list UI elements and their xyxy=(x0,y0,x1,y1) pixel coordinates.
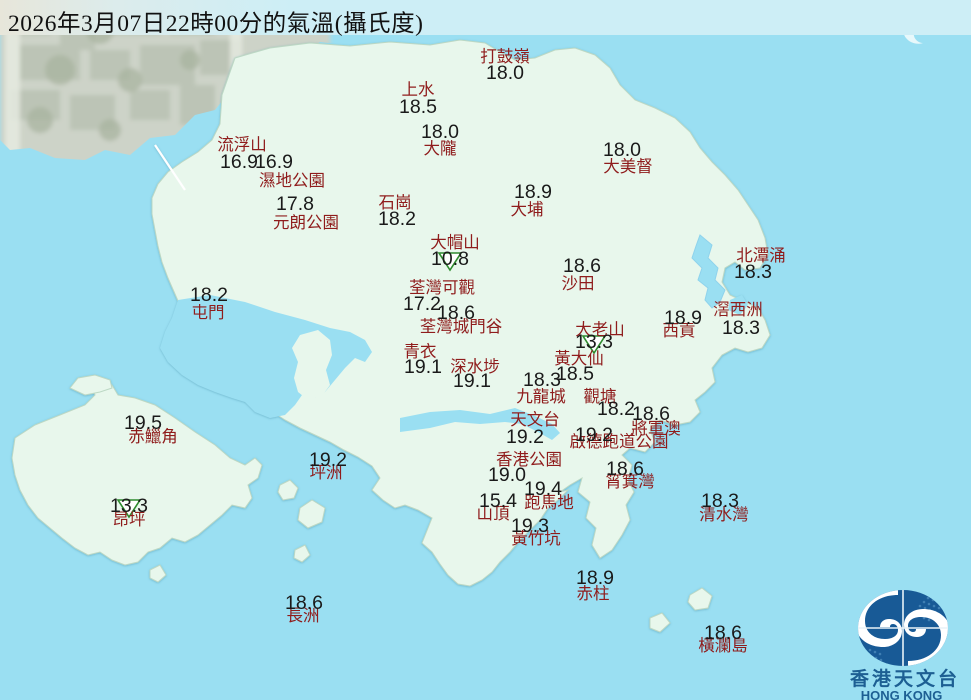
svg-text:19.2: 19.2 xyxy=(575,424,613,446)
svg-text:19.1: 19.1 xyxy=(453,370,491,392)
svg-text:17.8: 17.8 xyxy=(276,193,314,215)
svg-text:19.2: 19.2 xyxy=(309,449,347,471)
svg-text:18.9: 18.9 xyxy=(514,181,552,203)
svg-text:元朗公園: 元朗公園 xyxy=(273,213,339,232)
svg-text:15.4: 15.4 xyxy=(479,490,517,512)
svg-text:19.4: 19.4 xyxy=(524,478,562,500)
svg-text:10.8: 10.8 xyxy=(431,248,469,270)
svg-text:18.3: 18.3 xyxy=(523,369,561,391)
svg-text:16.9: 16.9 xyxy=(220,151,258,173)
svg-text:18.2: 18.2 xyxy=(597,398,635,420)
svg-text:18.6: 18.6 xyxy=(606,458,644,480)
svg-text:18.5: 18.5 xyxy=(556,363,594,385)
svg-text:18.0: 18.0 xyxy=(603,139,641,161)
svg-text:18.3: 18.3 xyxy=(734,261,772,283)
svg-text:19.0: 19.0 xyxy=(488,464,526,486)
svg-text:17.2: 17.2 xyxy=(403,293,441,315)
svg-text:18.6: 18.6 xyxy=(285,592,323,614)
svg-text:18.0: 18.0 xyxy=(486,62,524,84)
svg-text:18.6: 18.6 xyxy=(632,403,670,425)
svg-text:18.3: 18.3 xyxy=(722,317,760,339)
svg-text:18.6: 18.6 xyxy=(437,302,475,324)
svg-text:18.9: 18.9 xyxy=(664,307,702,329)
svg-text:18.0: 18.0 xyxy=(421,121,459,143)
svg-text:19.5: 19.5 xyxy=(124,412,162,434)
svg-text:19.2: 19.2 xyxy=(506,426,544,448)
svg-text:19.3: 19.3 xyxy=(511,515,549,537)
svg-text:18.9: 18.9 xyxy=(576,567,614,589)
svg-text:18.6: 18.6 xyxy=(563,255,601,277)
svg-text:13.3: 13.3 xyxy=(110,495,148,517)
svg-text:18.6: 18.6 xyxy=(704,622,742,644)
svg-text:18.5: 18.5 xyxy=(399,96,437,118)
svg-text:濕地公園: 濕地公園 xyxy=(259,171,325,190)
svg-text:18.3: 18.3 xyxy=(701,490,739,512)
svg-text:18.2: 18.2 xyxy=(190,284,228,306)
svg-text:19.1: 19.1 xyxy=(404,356,442,378)
svg-text:18.2: 18.2 xyxy=(378,208,416,230)
svg-text:16.9: 16.9 xyxy=(255,151,293,173)
